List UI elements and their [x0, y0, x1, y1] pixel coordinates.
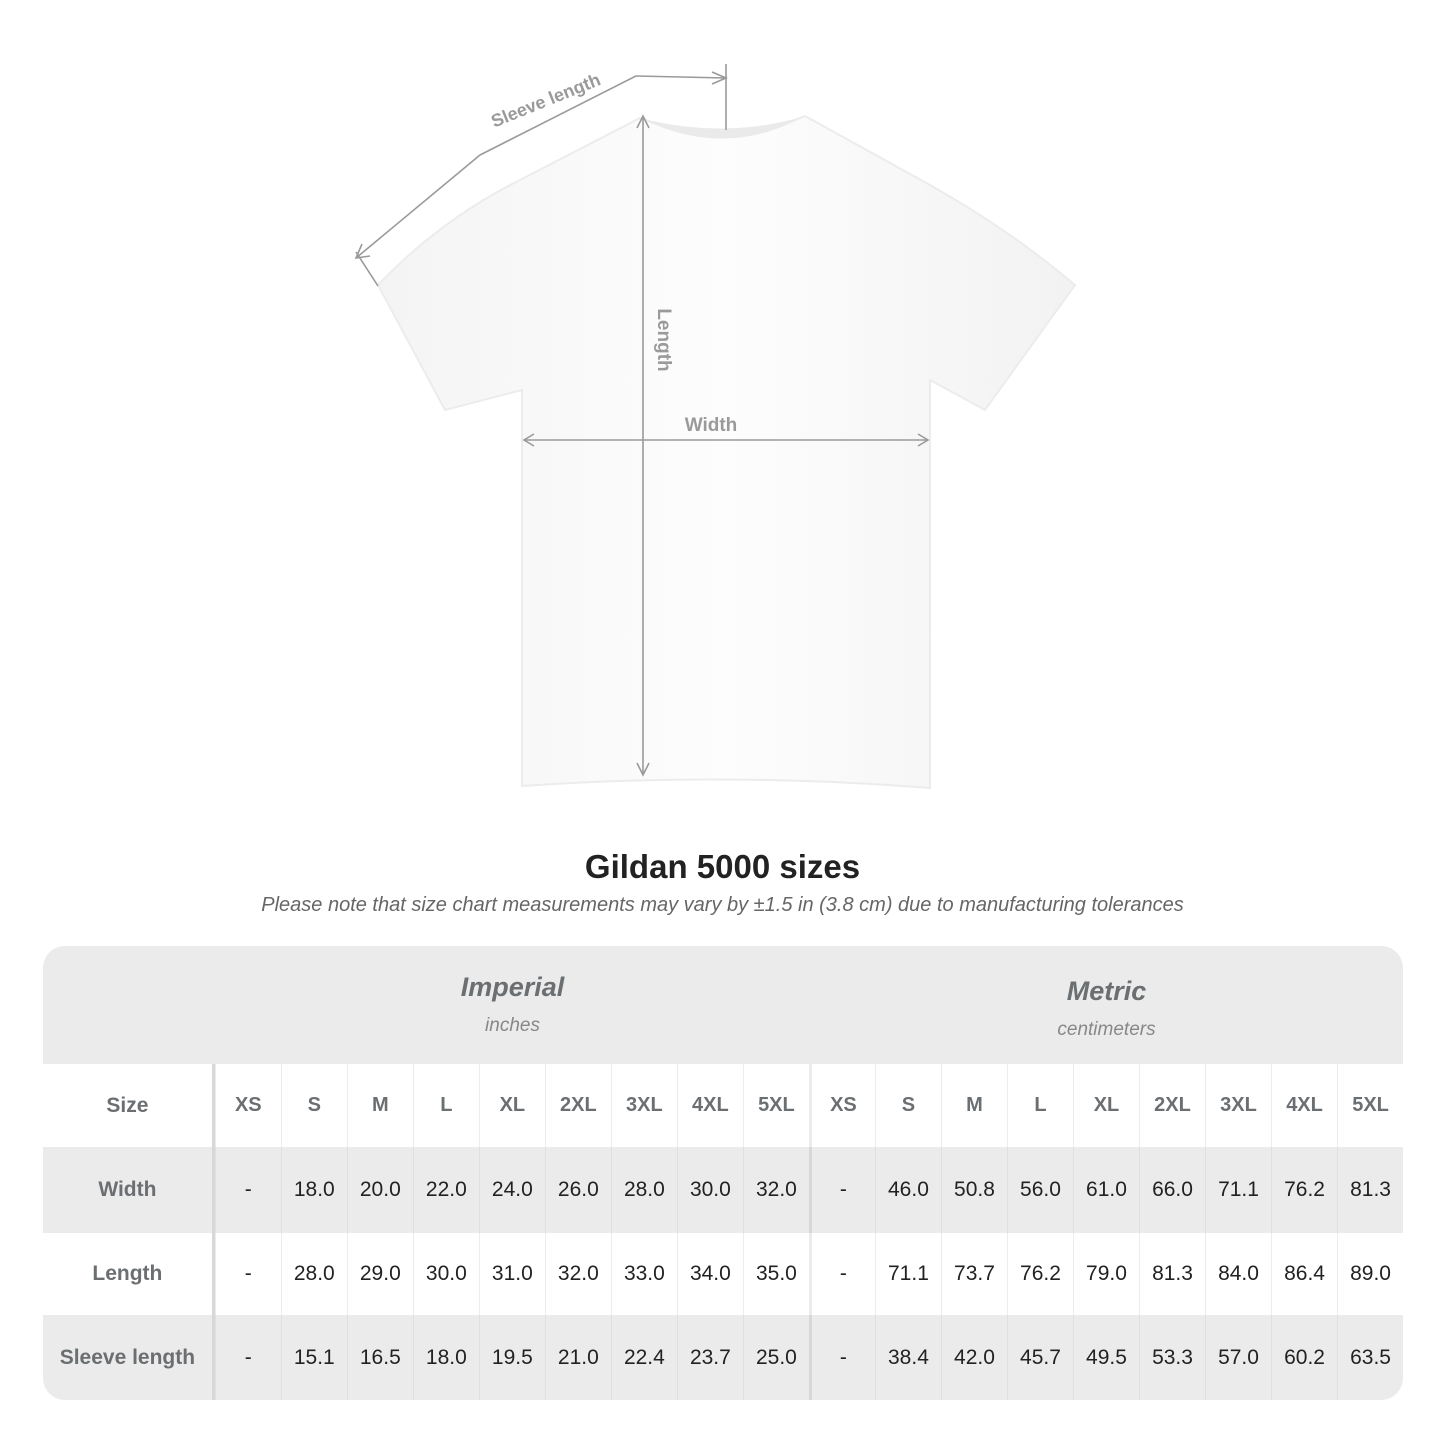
value-cell: 60.2 [1271, 1315, 1337, 1400]
value-cell: 38.4 [874, 1315, 941, 1400]
metric-unit: centimeters [1057, 1019, 1156, 1040]
row-label: Width [43, 1147, 215, 1233]
size-table: Imperial inches Metric centimeters Size X… [43, 946, 1403, 1400]
size-header-cell: 2XL [1139, 1064, 1205, 1147]
imperial-header: Imperial inches [215, 946, 810, 1090]
size-header-cell: S [874, 1064, 941, 1147]
value-cell: 28.0 [610, 1147, 677, 1233]
size-header-cell: XL [1072, 1064, 1139, 1147]
size-header-cell: XS [214, 1064, 281, 1147]
value-cell: 30.0 [676, 1147, 743, 1233]
value-cell: 25.0 [742, 1315, 809, 1400]
value-cell: 84.0 [1205, 1233, 1271, 1315]
value-cell: 46.0 [874, 1147, 941, 1233]
row-label: Length [43, 1233, 215, 1315]
value-cell: 28.0 [280, 1233, 347, 1315]
table-row: Width -18.0 20.0 22.0 24.0 26.0 28.0 30.0 32.0-4… [43, 1147, 1403, 1233]
size-header-cell: 5XL [1337, 1064, 1403, 1147]
value-cell: 81.3 [1139, 1233, 1205, 1315]
size-header-cell: M [346, 1064, 413, 1147]
value-cell: 76.2 [1006, 1233, 1073, 1315]
value-cell: 56.0 [1006, 1147, 1073, 1233]
value-cell: 32.0 [742, 1147, 809, 1233]
value-cell: 76.2 [1271, 1147, 1337, 1233]
imperial-title: Imperial [460, 972, 565, 1002]
tshirt-image [376, 114, 1077, 790]
value-cell: 61.0 [1072, 1147, 1139, 1233]
metric-header: Metric centimeters [810, 946, 1403, 1094]
value-cell: - [214, 1315, 281, 1400]
size-header-cell: 5XL [742, 1064, 809, 1147]
size-header-cell: 2XL [544, 1064, 611, 1147]
value-cell: 50.8 [940, 1147, 1007, 1233]
value-cell: 15.1 [280, 1315, 347, 1400]
value-cell: 71.1 [874, 1233, 941, 1315]
value-cell: 63.5 [1337, 1315, 1403, 1400]
value-cell: 86.4 [1271, 1233, 1337, 1315]
tshirt-diagram: Sleeve length Length Width [354, 64, 1077, 790]
value-cell: - [808, 1147, 875, 1233]
value-cell: 71.1 [1205, 1147, 1271, 1233]
value-cell: 22.0 [412, 1147, 479, 1233]
value-cell: 19.5 [478, 1315, 545, 1400]
table-row: Sleeve length -15.1 16.5 18.0 19.5 21.0 22.4 23… [43, 1315, 1403, 1400]
imperial-unit: inches [485, 1015, 540, 1036]
value-cell: - [808, 1315, 875, 1400]
value-cell: 18.0 [412, 1315, 479, 1400]
value-cell: - [808, 1233, 875, 1315]
size-header-cell: L [412, 1064, 479, 1147]
value-cell: 32.0 [544, 1233, 611, 1315]
value-cell: 57.0 [1205, 1315, 1271, 1400]
width-label: Width [685, 415, 738, 436]
size-header-cell: 4XL [1271, 1064, 1337, 1147]
table-row: Length -28.0 29.0 30.0 31.0 32.0 33.0 34.0 35.0-… [43, 1233, 1403, 1315]
value-cell: 24.0 [478, 1147, 545, 1233]
value-cell: 31.0 [478, 1233, 545, 1315]
value-cell: 33.0 [610, 1233, 677, 1315]
value-cell: 73.7 [940, 1233, 1007, 1315]
row-label: Size [43, 1064, 215, 1147]
row-label: Sleeve length [43, 1315, 215, 1400]
value-cell: 23.7 [676, 1315, 743, 1400]
value-cell: 30.0 [412, 1233, 479, 1315]
value-cell: 49.5 [1072, 1315, 1139, 1400]
value-cell: 21.0 [544, 1315, 611, 1400]
size-header-cell: XL [478, 1064, 545, 1147]
size-header-cell: 3XL [1205, 1064, 1271, 1147]
page-title: Gildan 5000 sizes [584, 848, 861, 885]
value-cell: - [214, 1147, 281, 1233]
value-cell: 20.0 [346, 1147, 413, 1233]
size-header-row: Size XS S M L XL 2XL 3XL 4XL 5XL XS S M L XL 2XL 3XL 4XL 5… [43, 1064, 1403, 1147]
value-cell: 66.0 [1139, 1147, 1205, 1233]
value-cell: 53.3 [1139, 1315, 1205, 1400]
metric-title: Metric [1066, 976, 1147, 1006]
value-cell: 42.0 [940, 1315, 1007, 1400]
length-label: Length [653, 308, 674, 371]
value-cell: - [214, 1233, 281, 1315]
size-header-cell: L [1006, 1064, 1073, 1147]
size-header-cell: S [280, 1064, 347, 1147]
tolerance-note: Please note that size chart measurements… [261, 894, 1184, 916]
value-cell: 22.4 [610, 1315, 677, 1400]
value-cell: 18.0 [280, 1147, 347, 1233]
size-header-cell: M [940, 1064, 1007, 1147]
size-header-cell: 4XL [676, 1064, 743, 1147]
size-header-cell: 3XL [610, 1064, 677, 1147]
value-cell: 79.0 [1072, 1233, 1139, 1315]
value-cell: 35.0 [742, 1233, 809, 1315]
value-cell: 34.0 [676, 1233, 743, 1315]
size-header-cell: XS [808, 1064, 875, 1147]
value-cell: 26.0 [544, 1147, 611, 1233]
value-cell: 29.0 [346, 1233, 413, 1315]
value-cell: 16.5 [346, 1315, 413, 1400]
value-cell: 45.7 [1006, 1315, 1073, 1400]
value-cell: 81.3 [1337, 1147, 1403, 1233]
value-cell: 89.0 [1337, 1233, 1403, 1315]
